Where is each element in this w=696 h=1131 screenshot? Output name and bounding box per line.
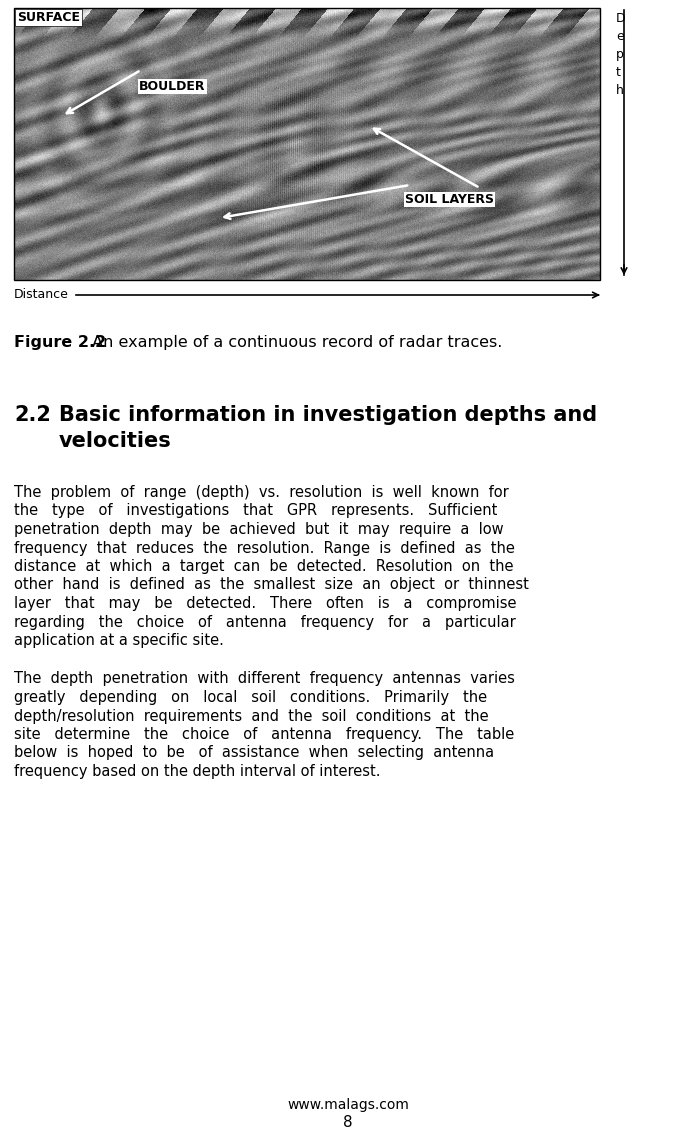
- Text: below  is  hoped  to  be   of  assistance  when  selecting  antenna: below is hoped to be of assistance when …: [14, 745, 494, 760]
- Text: other  hand  is  defined  as  the  smallest  size  an  object  or  thinnest: other hand is defined as the smallest si…: [14, 578, 529, 593]
- Text: D: D: [616, 12, 626, 25]
- Text: 8: 8: [343, 1115, 353, 1130]
- Text: distance  at  which  a  target  can  be  detected.  Resolution  on  the: distance at which a target can be detect…: [14, 559, 514, 575]
- Text: p: p: [616, 48, 624, 61]
- Bar: [14, 8, 600, 280]
- Text: The  problem  of  range  (depth)  vs.  resolution  is  well  known  for: The problem of range (depth) vs. resolut…: [14, 485, 509, 500]
- Text: penetration  depth  may  be  achieved  but  it  may  require  a  low: penetration depth may be achieved but it…: [14, 523, 504, 537]
- Text: site   determine   the   choice   of   antenna   frequency.   The   table: site determine the choice of antenna fre…: [14, 727, 514, 742]
- Text: Basic information in investigation depths and: Basic information in investigation depth…: [59, 405, 597, 425]
- Text: SOIL LAYERS: SOIL LAYERS: [405, 193, 494, 206]
- Text: t: t: [616, 66, 621, 79]
- Text: velocities: velocities: [59, 431, 172, 451]
- Text: 2.2: 2.2: [14, 405, 51, 425]
- Text: Figure 2.2: Figure 2.2: [14, 335, 106, 349]
- Text: BOULDER: BOULDER: [139, 80, 205, 93]
- Text: depth/resolution  requirements  and  the  soil  conditions  at  the: depth/resolution requirements and the so…: [14, 708, 489, 724]
- Text: The  depth  penetration  with  different  frequency  antennas  varies: The depth penetration with different fre…: [14, 672, 515, 687]
- Text: www.malags.com: www.malags.com: [287, 1098, 409, 1112]
- Text: An example of a continuous record of radar traces.: An example of a continuous record of rad…: [87, 335, 503, 349]
- Text: layer   that   may   be   detected.   There   often   is   a   compromise: layer that may be detected. There often …: [14, 596, 516, 611]
- Text: frequency  that  reduces  the  resolution.  Range  is  defined  as  the: frequency that reduces the resolution. R…: [14, 541, 515, 555]
- Text: the   type   of   investigations   that   GPR   represents.   Sufficient: the type of investigations that GPR repr…: [14, 503, 498, 518]
- Text: h: h: [616, 84, 624, 97]
- Text: e: e: [616, 31, 624, 43]
- Text: SURFACE: SURFACE: [17, 11, 80, 24]
- Text: frequency based on the depth interval of interest.: frequency based on the depth interval of…: [14, 765, 381, 779]
- Text: Distance: Distance: [14, 288, 69, 302]
- Text: application at a specific site.: application at a specific site.: [14, 633, 224, 648]
- Text: regarding   the   choice   of   antenna   frequency   for   a   particular: regarding the choice of antenna frequenc…: [14, 614, 516, 630]
- Text: greatly   depending   on   local   soil   conditions.   Primarily   the: greatly depending on local soil conditio…: [14, 690, 487, 705]
